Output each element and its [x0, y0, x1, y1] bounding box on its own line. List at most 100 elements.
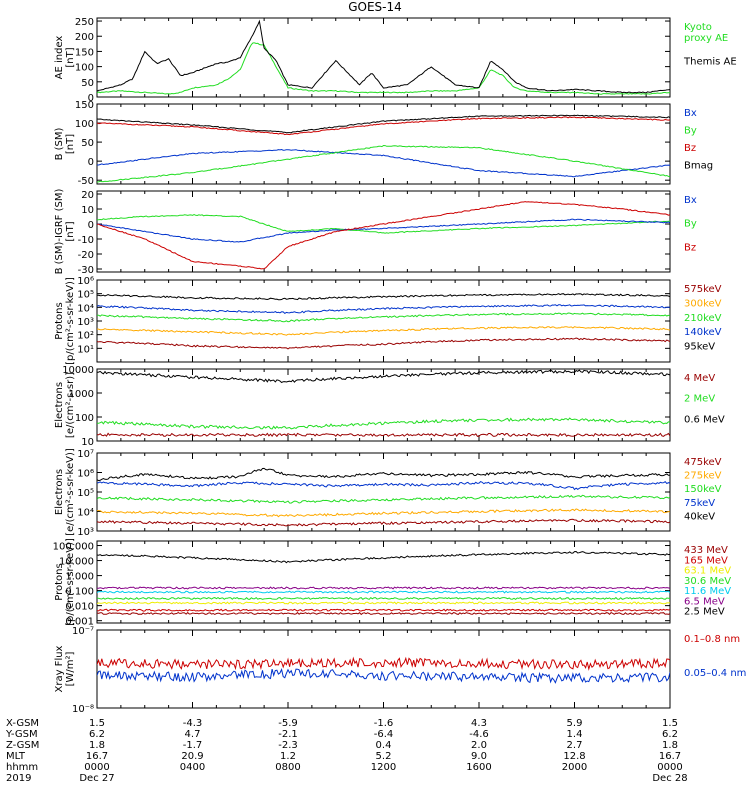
footer-value: 5.2	[376, 751, 392, 762]
legend-label: 63.1 MeV	[684, 566, 731, 577]
series-line	[97, 508, 670, 518]
y-tick-label: 10⁵	[77, 488, 94, 499]
series-line	[97, 550, 670, 564]
series-line	[97, 304, 670, 315]
y-axis-label: Protons	[54, 563, 65, 600]
legend-label: 2 MeV	[684, 394, 715, 405]
legend-label: 575keV	[684, 284, 722, 295]
y-tick-label: 0	[88, 220, 94, 231]
footer-value: 1200	[371, 762, 396, 773]
y-tick-label: 0	[88, 93, 94, 104]
footer-value: 0000	[657, 762, 682, 773]
y-tick-label: 1.000	[65, 572, 94, 583]
series-line	[97, 590, 670, 594]
legend-label: 11.6 MeV	[684, 586, 731, 597]
y-tick-label: 10³	[77, 317, 94, 328]
series-line	[97, 201, 670, 270]
y-axis-label: [nT]	[65, 47, 76, 67]
legend-label: Bmag	[684, 161, 713, 172]
footer-value: 2.7	[567, 740, 583, 751]
legend-label: 75keV	[684, 498, 715, 509]
y-tick-label: 10⁴	[77, 303, 94, 314]
series-line	[97, 369, 670, 384]
series-line	[97, 116, 670, 136]
footer-value: 0800	[275, 762, 300, 773]
footer-value: 4.3	[471, 718, 487, 729]
footer-row-label: Z-GSM	[6, 740, 39, 751]
footer-value: 4.7	[185, 729, 201, 740]
y-axis-label: [nT]	[65, 221, 76, 241]
legend-label: By	[684, 126, 697, 137]
y-tick-label: 10⁶	[77, 276, 94, 287]
y-tick-label: 150	[75, 100, 94, 111]
footer-row-label: X-GSM	[6, 718, 39, 729]
legend-label: By	[684, 219, 697, 230]
series-line	[97, 518, 670, 527]
y-tick-label: 10⁵	[77, 290, 94, 301]
footer-value: -1.6	[374, 718, 394, 729]
footer-value: 2000	[562, 762, 587, 773]
panel-frame-2	[96, 190, 671, 273]
footer-row-label: MLT	[6, 751, 26, 762]
footer-value: -2.3	[278, 740, 298, 751]
y-tick-label: 10.000	[59, 557, 94, 568]
footer-row-label: Y-GSM	[5, 729, 38, 740]
y-tick-label: -50	[78, 176, 94, 187]
footer-value: 0400	[180, 762, 205, 773]
y-tick-label: 100	[75, 413, 94, 424]
footer-value: -4.3	[183, 718, 203, 729]
y-tick-label: 150	[75, 47, 94, 58]
legend-label: 4 MeV	[684, 373, 715, 384]
footer-value: -2.1	[278, 729, 298, 740]
y-tick-label: 0.001	[65, 617, 94, 628]
legend-label: 6.5 MeV	[684, 596, 725, 607]
y-tick-label: 50	[81, 78, 94, 89]
y-tick-label: 10⁴	[77, 508, 94, 519]
series-line	[97, 326, 670, 336]
y-axis-label: [p/(cm²-s-sr-keV)]	[65, 277, 76, 365]
y-axis-label: [p/(cm²-s-sr-keV)]	[65, 538, 76, 626]
y-axis-label: [e/(cm²-s-sr-keV)]	[65, 448, 76, 536]
footer-value: 6.2	[89, 729, 105, 740]
y-tick-label: 10⁶	[77, 469, 94, 480]
y-tick-label: 100	[75, 63, 94, 74]
y-tick-label: 50	[81, 138, 94, 149]
footer-value: 0000	[84, 762, 109, 773]
y-axis-label: Xray Flux	[54, 645, 65, 692]
footer-value: 1.4	[567, 729, 583, 740]
series-line	[97, 144, 670, 183]
y-tick-label: 10	[81, 205, 94, 216]
y-tick-label: 250	[75, 17, 94, 28]
footer-value: -5.9	[278, 718, 298, 729]
legend-label: 30.6 MeV	[684, 576, 731, 587]
y-tick-label: 0.100	[65, 587, 94, 598]
legend-label: 165 MeV	[684, 555, 728, 566]
y-axis-label: [nT]	[65, 134, 76, 154]
series-line	[97, 42, 670, 95]
footer-value: 20.9	[181, 751, 203, 762]
series-line	[97, 611, 670, 616]
legend-label: Themis AE	[683, 57, 737, 68]
y-axis-label: [e/(cm²-s-sr)]	[65, 372, 76, 438]
series-line	[97, 601, 670, 605]
series-line	[97, 656, 670, 671]
footer-value: 12.8	[563, 751, 585, 762]
y-tick-label: 100	[75, 119, 94, 130]
legend-label: 475keV	[684, 457, 722, 468]
series-line	[97, 148, 670, 178]
footer-value: 1.8	[662, 740, 678, 751]
series-line	[97, 214, 670, 234]
footer-value: 16.7	[86, 751, 108, 762]
y-tick-label: 0	[88, 157, 94, 168]
y-axis-label: AE index	[54, 36, 65, 80]
footer-row-label: 2019	[6, 773, 31, 784]
legend-label: Bz	[684, 242, 696, 253]
y-tick-label: 10⁻⁷	[72, 626, 94, 637]
footer-value: 1.8	[89, 740, 105, 751]
series-line	[97, 19, 670, 94]
footer-value: 9.0	[471, 751, 487, 762]
footer-value: 1600	[466, 762, 491, 773]
footer-value: 5.9	[567, 718, 583, 729]
legend-label: 0.6 MeV	[684, 414, 725, 425]
